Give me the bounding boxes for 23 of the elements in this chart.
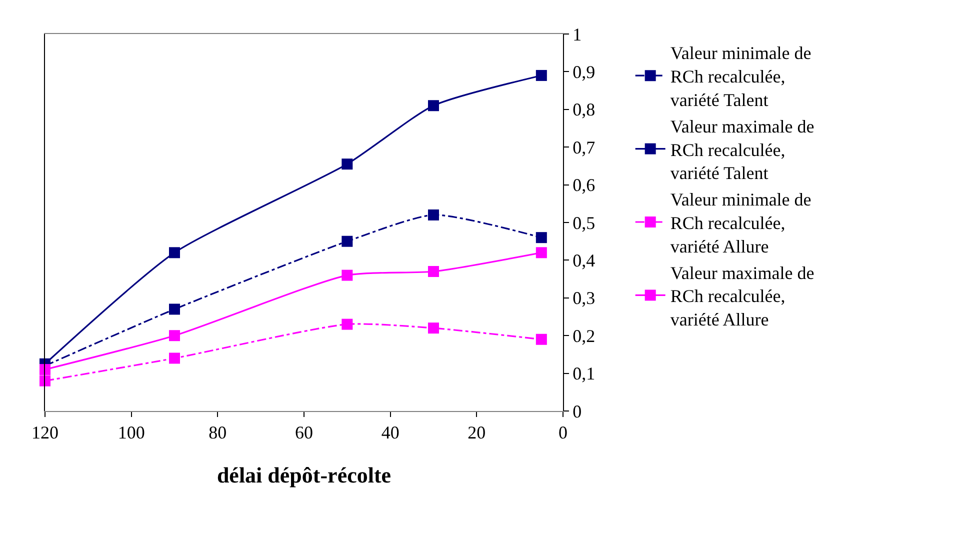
y-tick-label: 0,2 [572, 326, 596, 346]
y-tick-label: 0,3 [572, 288, 596, 308]
x-tick-label: 0 [558, 422, 568, 443]
y-tick-label: 1 [572, 24, 582, 44]
legend-label: Valeur minimale de RCh recalculée, variété Allure [670, 190, 812, 256]
y-tick-label: 0,4 [572, 250, 596, 270]
x-tick-label: 20 [468, 422, 486, 443]
y-tick-label: 0,7 [572, 137, 596, 158]
x-axis-title: délai dépôt-récolte [216, 462, 392, 488]
x-tick-label: 100 [118, 422, 145, 443]
y-tick-label: 0,5 [572, 212, 596, 233]
legend-label: Valeur maximale de RCh recalculée, variété Talent [670, 116, 814, 184]
x-tick-label: 60 [295, 422, 313, 443]
y-tick-label: 0,8 [572, 100, 596, 120]
y-tick-label: 0,6 [572, 175, 596, 196]
legend-label: Valeur minimale de RCh recalculée, variété Talent [670, 43, 812, 110]
legend-label: Valeur maximale de RCh recalculée, variété Allure [670, 262, 814, 330]
y-tick-label: 0,9 [572, 62, 596, 82]
x-tick-label: 120 [32, 422, 58, 443]
x-tick-label: 80 [208, 422, 227, 443]
x-tick-label: 40 [381, 422, 400, 443]
y-tick-label: 0 [572, 401, 582, 422]
y-tick-label: 0,1 [572, 364, 596, 384]
